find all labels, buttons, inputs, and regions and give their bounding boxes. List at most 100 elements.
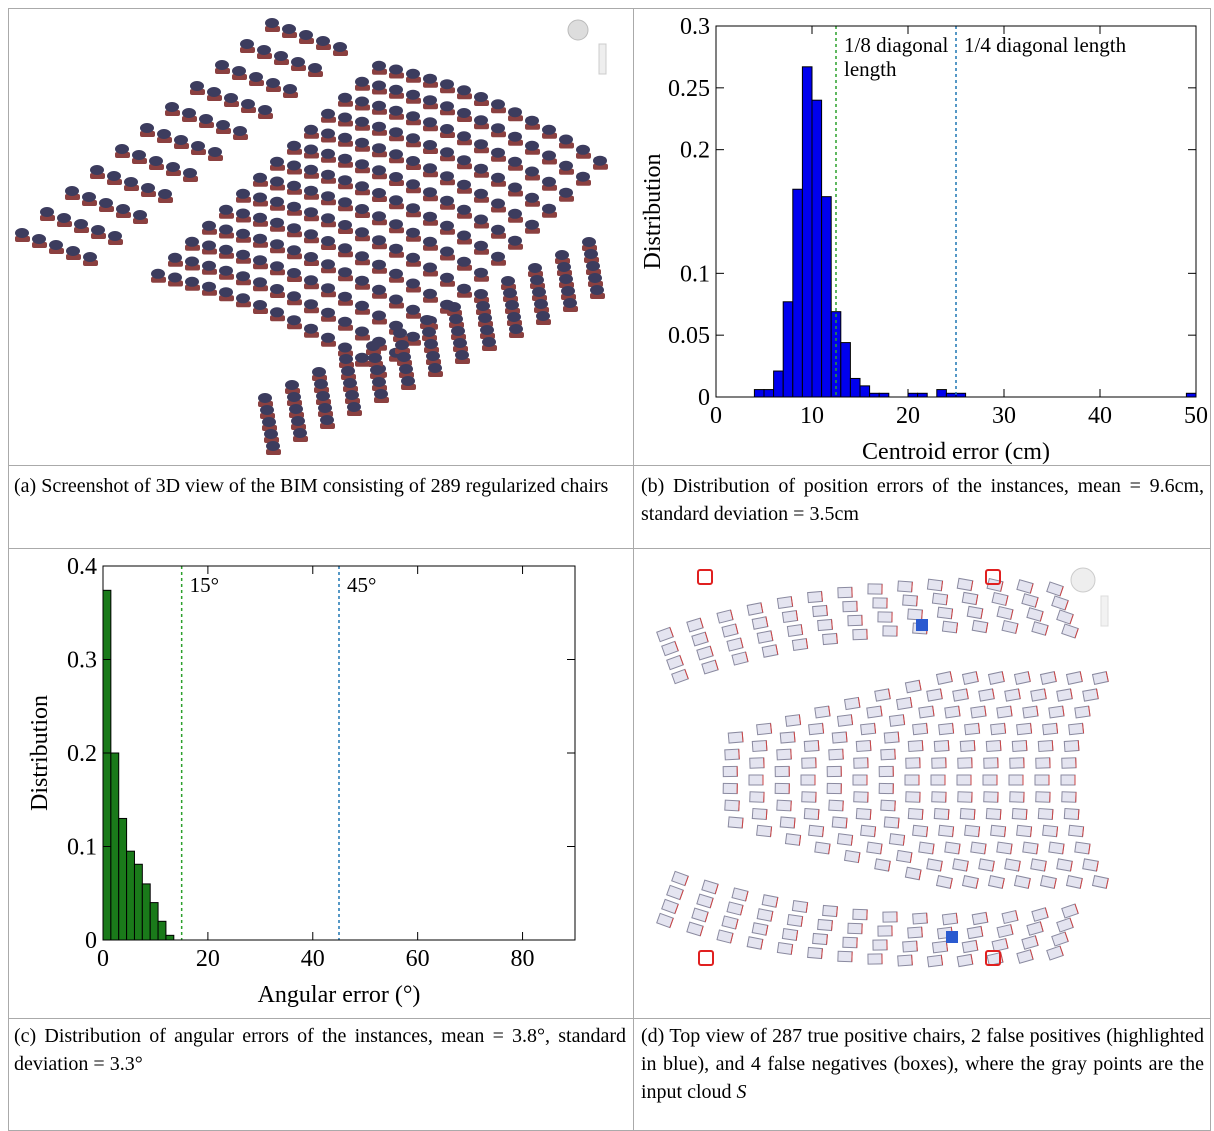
chair-base xyxy=(174,143,189,149)
chair-seat xyxy=(584,249,598,259)
chair xyxy=(801,757,817,769)
chair-edge xyxy=(738,749,740,760)
chair-base xyxy=(423,219,438,226)
chair xyxy=(756,824,773,838)
chair-seat xyxy=(542,124,556,135)
chair-seat xyxy=(389,105,403,116)
chair-base xyxy=(338,275,353,282)
chair xyxy=(761,894,779,908)
chair-base xyxy=(542,158,557,165)
chair-seat xyxy=(406,179,420,190)
chair-seat xyxy=(399,364,413,374)
chair xyxy=(877,925,893,937)
chair xyxy=(1074,841,1091,855)
chair xyxy=(902,594,918,607)
chair-seat xyxy=(389,127,403,138)
chair-base xyxy=(474,147,489,154)
chair-base xyxy=(219,232,234,239)
false-negative-box xyxy=(698,950,714,966)
chair-seat xyxy=(491,172,505,183)
chair-seat xyxy=(133,210,147,220)
chair xyxy=(883,816,900,829)
chair xyxy=(882,911,898,923)
bar xyxy=(165,934,175,941)
reference-label: 15° xyxy=(190,573,219,597)
chair-seat xyxy=(291,57,305,67)
chair-seat xyxy=(321,169,335,180)
chair-base xyxy=(65,194,80,200)
chair-edge xyxy=(828,706,831,717)
chair-edge xyxy=(940,955,944,966)
chair-seat xyxy=(90,165,104,175)
chair-base xyxy=(304,307,319,314)
chair-base xyxy=(253,200,268,207)
chair-edge xyxy=(1005,938,1009,949)
chair-edge xyxy=(970,954,974,965)
chair-seat xyxy=(299,30,313,40)
chair-edge xyxy=(1034,597,1039,608)
chair xyxy=(860,722,877,736)
chair-base xyxy=(355,104,370,111)
chair-edge xyxy=(1029,949,1034,960)
chair-base xyxy=(240,47,255,53)
y-tick-label: 0.1 xyxy=(680,261,710,287)
chair-base xyxy=(199,122,214,128)
chair xyxy=(971,619,989,634)
chair-seat xyxy=(158,189,172,199)
chair-edge xyxy=(770,723,773,734)
chair-base xyxy=(406,141,421,148)
chair-edge xyxy=(1074,903,1079,914)
chair-base xyxy=(270,292,285,298)
chair-base xyxy=(321,244,336,250)
chair-seat xyxy=(253,255,267,266)
bar xyxy=(830,311,842,398)
chair xyxy=(817,918,833,932)
chair xyxy=(751,616,769,630)
chair-seat xyxy=(426,351,440,361)
chair-seat xyxy=(428,363,442,373)
chair-seat xyxy=(343,378,357,388)
chair-edge xyxy=(826,934,828,945)
chair xyxy=(803,807,820,821)
chair-edge xyxy=(765,740,768,751)
chair-seat xyxy=(338,342,352,353)
chair xyxy=(756,630,774,644)
chair-base xyxy=(406,211,421,218)
chair-base xyxy=(253,308,268,314)
chair xyxy=(1091,671,1109,685)
view-cube xyxy=(567,19,589,41)
chair-edge xyxy=(966,688,969,699)
chair-edge xyxy=(805,902,809,913)
chair-base xyxy=(491,259,506,266)
chair-seat xyxy=(528,263,542,273)
chair-seat xyxy=(576,144,590,155)
chair-seat xyxy=(207,87,221,97)
chair-base xyxy=(372,129,387,136)
chair-base xyxy=(457,139,472,146)
chair-seat xyxy=(291,416,305,426)
chair xyxy=(1009,757,1025,769)
x-tick-label: 20 xyxy=(196,946,220,972)
chair-seat xyxy=(149,156,163,166)
chair-seat xyxy=(372,121,386,132)
chair-seat xyxy=(501,276,515,286)
chair-base xyxy=(374,397,389,403)
chair-base xyxy=(576,152,591,159)
chair xyxy=(935,671,953,685)
chair xyxy=(912,722,929,736)
chair xyxy=(941,620,959,634)
chair-base xyxy=(91,233,106,239)
chair-seat xyxy=(338,267,352,278)
chair xyxy=(822,632,838,646)
chair-edge xyxy=(921,926,923,938)
chair-base xyxy=(406,187,421,194)
chair xyxy=(941,912,959,926)
chair-base xyxy=(338,120,353,127)
chair-seat xyxy=(389,172,403,182)
chair-edge xyxy=(1018,861,1021,872)
chair-edge xyxy=(1001,878,1005,889)
y-tick-label: 0.3 xyxy=(680,14,710,40)
chair-edge xyxy=(790,596,794,607)
chair-base xyxy=(355,235,370,242)
chair-base xyxy=(258,113,273,119)
